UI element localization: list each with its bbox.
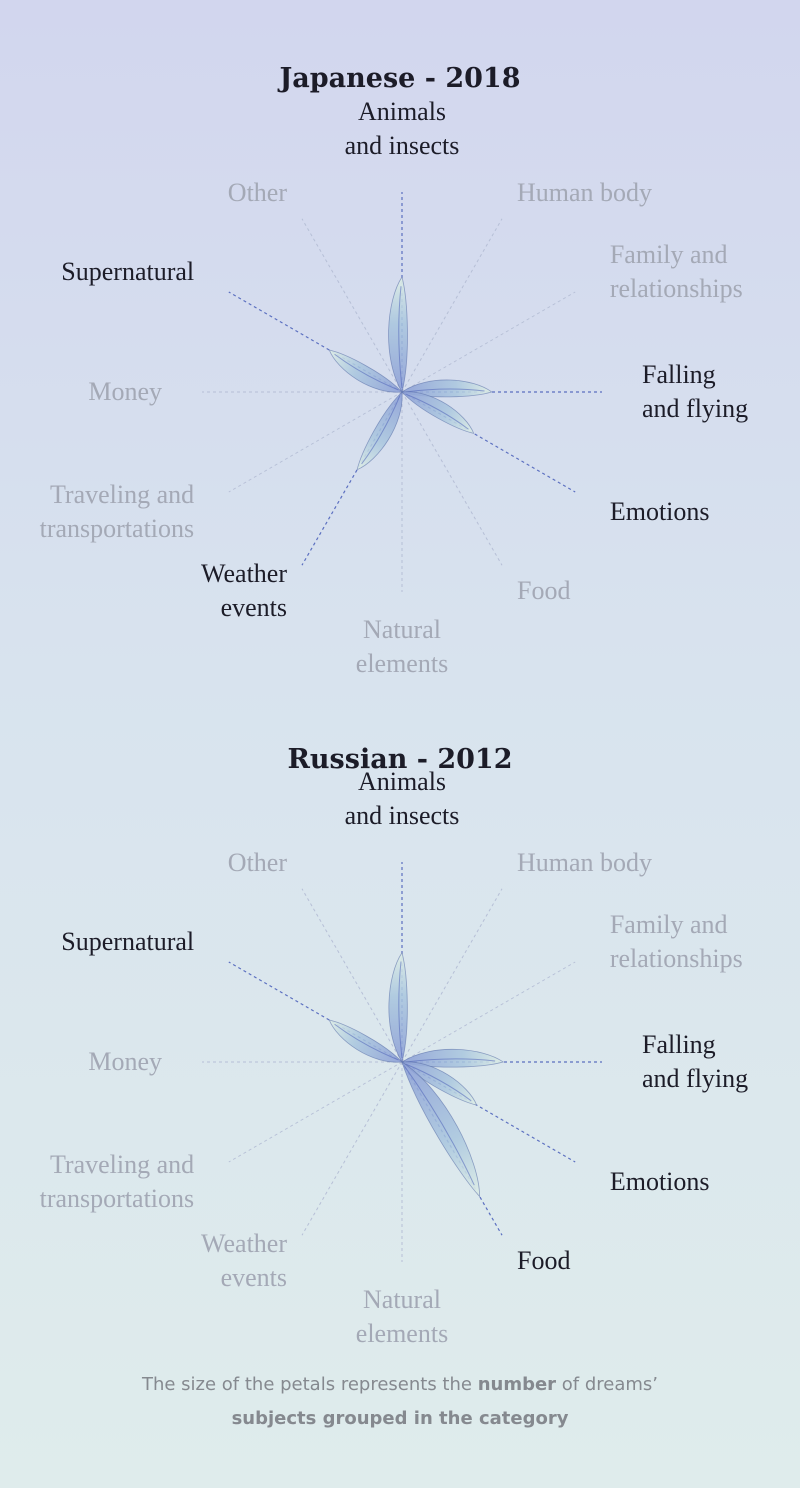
spoke-line	[301, 1061, 403, 1236]
category-label: Falling and flying	[642, 360, 748, 423]
footer-line-2: subjects grouped in the category	[0, 1402, 800, 1436]
category-label: Family and relationships	[610, 910, 743, 973]
spoke-line	[228, 1061, 403, 1163]
petal-vein	[405, 1063, 472, 1102]
category-label: Supernatural	[61, 927, 194, 956]
petal	[388, 276, 408, 394]
category-label: Emotions	[610, 497, 710, 526]
category-label: Human body	[517, 178, 652, 207]
category-label: Supernatural	[61, 257, 194, 286]
chart-title: Japanese - 2018	[278, 63, 521, 94]
category-label: Emotions	[610, 1167, 710, 1196]
category-label: Falling and flying	[642, 1030, 748, 1093]
footer-bold-subjects: subjects grouped in the category	[231, 1408, 569, 1429]
petal-vein	[334, 1023, 399, 1061]
category-label: Money	[88, 377, 162, 406]
petal	[356, 391, 403, 471]
category-label: Other	[228, 848, 288, 877]
category-label: Weather events	[201, 1229, 287, 1292]
petal	[401, 391, 475, 434]
category-label: Family and relationships	[610, 240, 743, 303]
category-label: Other	[228, 178, 288, 207]
petal-vein	[334, 353, 399, 391]
category-label: Animals and insects	[345, 97, 460, 160]
petal-vein	[398, 961, 403, 1059]
petal-vein	[403, 1065, 475, 1186]
petal-vein	[405, 1058, 496, 1063]
category-label: Weather events	[201, 559, 287, 622]
petal-vein	[398, 286, 403, 389]
petal-vein	[405, 393, 469, 430]
category-label: Natural elements	[356, 1285, 448, 1348]
petal	[388, 951, 408, 1064]
petal	[401, 1048, 505, 1068]
petal	[401, 1061, 481, 1198]
category-label: Money	[88, 1047, 162, 1076]
footer-text-b: of dreams’	[556, 1374, 659, 1395]
petal-vein	[405, 388, 485, 393]
category-label: Animals and insects	[345, 767, 460, 830]
spoke-line	[401, 291, 576, 393]
footer-line-1: The size of the petals represents the nu…	[0, 1368, 800, 1402]
category-label: Human body	[517, 848, 652, 877]
petal	[328, 349, 403, 393]
category-label: Natural elements	[356, 615, 448, 678]
category-label: Traveling and transportations	[40, 1150, 195, 1213]
footer-note: The size of the petals represents the nu…	[0, 1368, 800, 1436]
category-label: Traveling and transportations	[40, 480, 195, 543]
footer-bold-number: number	[477, 1374, 557, 1395]
chart-title: Russian - 2012	[287, 744, 512, 775]
spoke-line	[401, 888, 503, 1063]
spoke-line	[401, 961, 576, 1063]
petal	[328, 1019, 403, 1063]
category-label: Food	[517, 1246, 570, 1275]
spoke-line	[401, 218, 503, 393]
category-label: Food	[517, 576, 570, 605]
petal-vein	[361, 395, 401, 465]
footer-text-a: The size of the petals represents the	[141, 1374, 478, 1395]
